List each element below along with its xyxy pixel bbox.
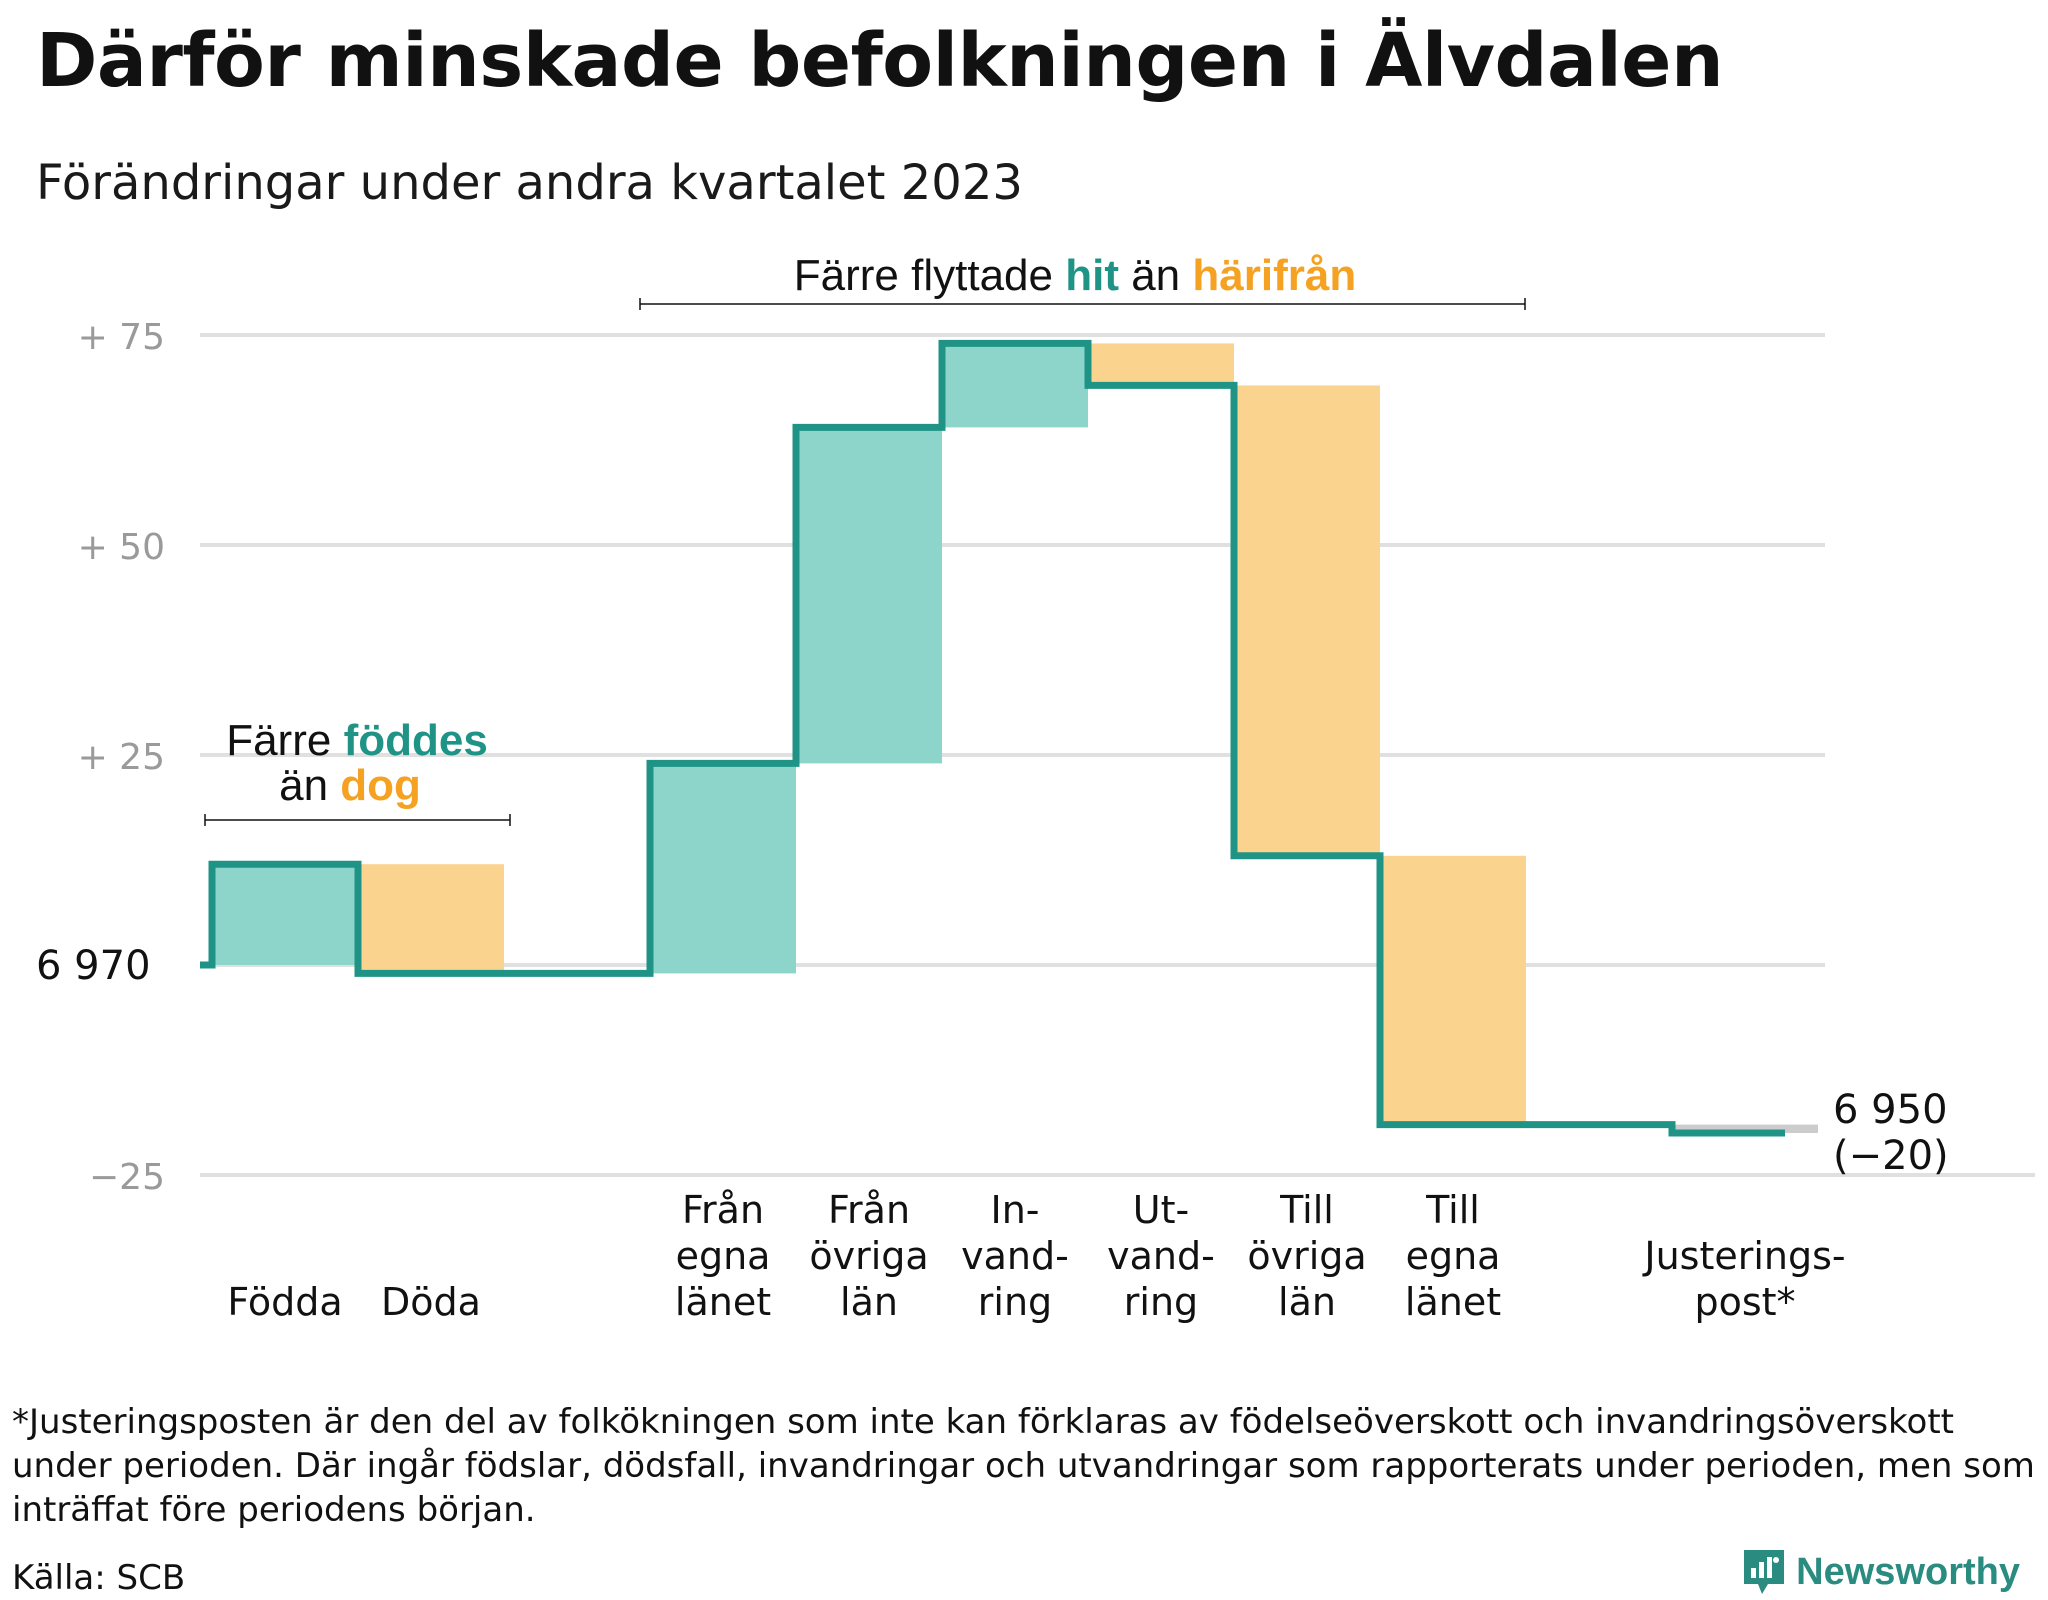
end-change-label: (−20) (1833, 1133, 1949, 1179)
annotation-highlight-out: härifrån (1192, 251, 1356, 300)
x-category-label: Från (828, 1188, 910, 1232)
annotation-highlight-in: hit (1065, 251, 1119, 300)
bar (796, 427, 942, 764)
source-label: Källa: SCB (12, 1558, 186, 1598)
x-category-label: post* (1694, 1280, 1795, 1324)
bar (1234, 385, 1380, 856)
x-category-label: In- (990, 1188, 1039, 1232)
cumulative-step-line (200, 339, 1785, 1137)
annotation-text: än (279, 761, 340, 810)
annotation-highlight-deaths: dog (340, 761, 421, 810)
x-category-label: vand- (1107, 1234, 1215, 1278)
births-bracket (204, 814, 511, 826)
chart-title: Därför minskade befolkningen i Älvdalen (36, 18, 1724, 104)
x-category-label: länet (1405, 1280, 1501, 1324)
x-category-label: Justerings- (1642, 1234, 1845, 1278)
y-tick-label: + 75 (78, 317, 165, 358)
x-category-label: övriga (809, 1234, 928, 1278)
x-category-label: Ut- (1133, 1188, 1189, 1232)
chart-subtitle: Förändringar under andra kvartalet 2023 (36, 155, 1023, 211)
x-category-label: Födda (227, 1280, 342, 1324)
x-category-label: länet (675, 1280, 771, 1324)
migration-bracket (639, 298, 1526, 310)
x-category-label: vand- (961, 1234, 1069, 1278)
x-category-label: Döda (381, 1280, 481, 1324)
y-tick-label: + 50 (78, 527, 165, 568)
brand-logo: Newsworthy (1742, 1548, 2020, 1596)
bar (1672, 1124, 1818, 1133)
end-value-label: 6 950 (1833, 1087, 1948, 1133)
births-annotation-line1: Färre föddes (226, 716, 488, 765)
x-category-label: egna (1406, 1234, 1501, 1278)
bar (1088, 343, 1234, 386)
y-tick-label: 6 970 (36, 943, 151, 989)
x-category-label: Till (1425, 1188, 1480, 1232)
x-category-label: Från (682, 1188, 764, 1232)
births-annotation-line2: än dog (279, 761, 421, 810)
annotation-text: än (1119, 251, 1192, 300)
bar (650, 763, 796, 974)
bar (358, 864, 504, 974)
y-tick-label: −25 (89, 1157, 165, 1198)
x-category-label: ring (1124, 1280, 1198, 1324)
bar (942, 343, 1088, 428)
footnote: *Justeringsposten är den del av folkökni… (12, 1402, 2035, 1530)
x-category-label: län (840, 1280, 898, 1324)
bar (212, 864, 358, 965)
annotation-highlight-births: föddes (344, 716, 488, 765)
bar (1380, 855, 1526, 1125)
brand-name: Newsworthy (1796, 1550, 2020, 1593)
x-category-label: övriga (1247, 1234, 1366, 1278)
annotation-text: Färre flyttade (794, 251, 1065, 300)
newsworthy-icon (1744, 1550, 1785, 1594)
migration-annotation: Färre flyttade hit än härifrån (794, 251, 1356, 300)
y-tick-label: + 25 (78, 737, 165, 778)
x-category-label: Till (1279, 1188, 1334, 1232)
x-category-label: län (1278, 1280, 1336, 1324)
x-category-label: egna (676, 1234, 771, 1278)
annotation-text: Färre (226, 716, 343, 765)
x-category-label: ring (978, 1280, 1052, 1324)
